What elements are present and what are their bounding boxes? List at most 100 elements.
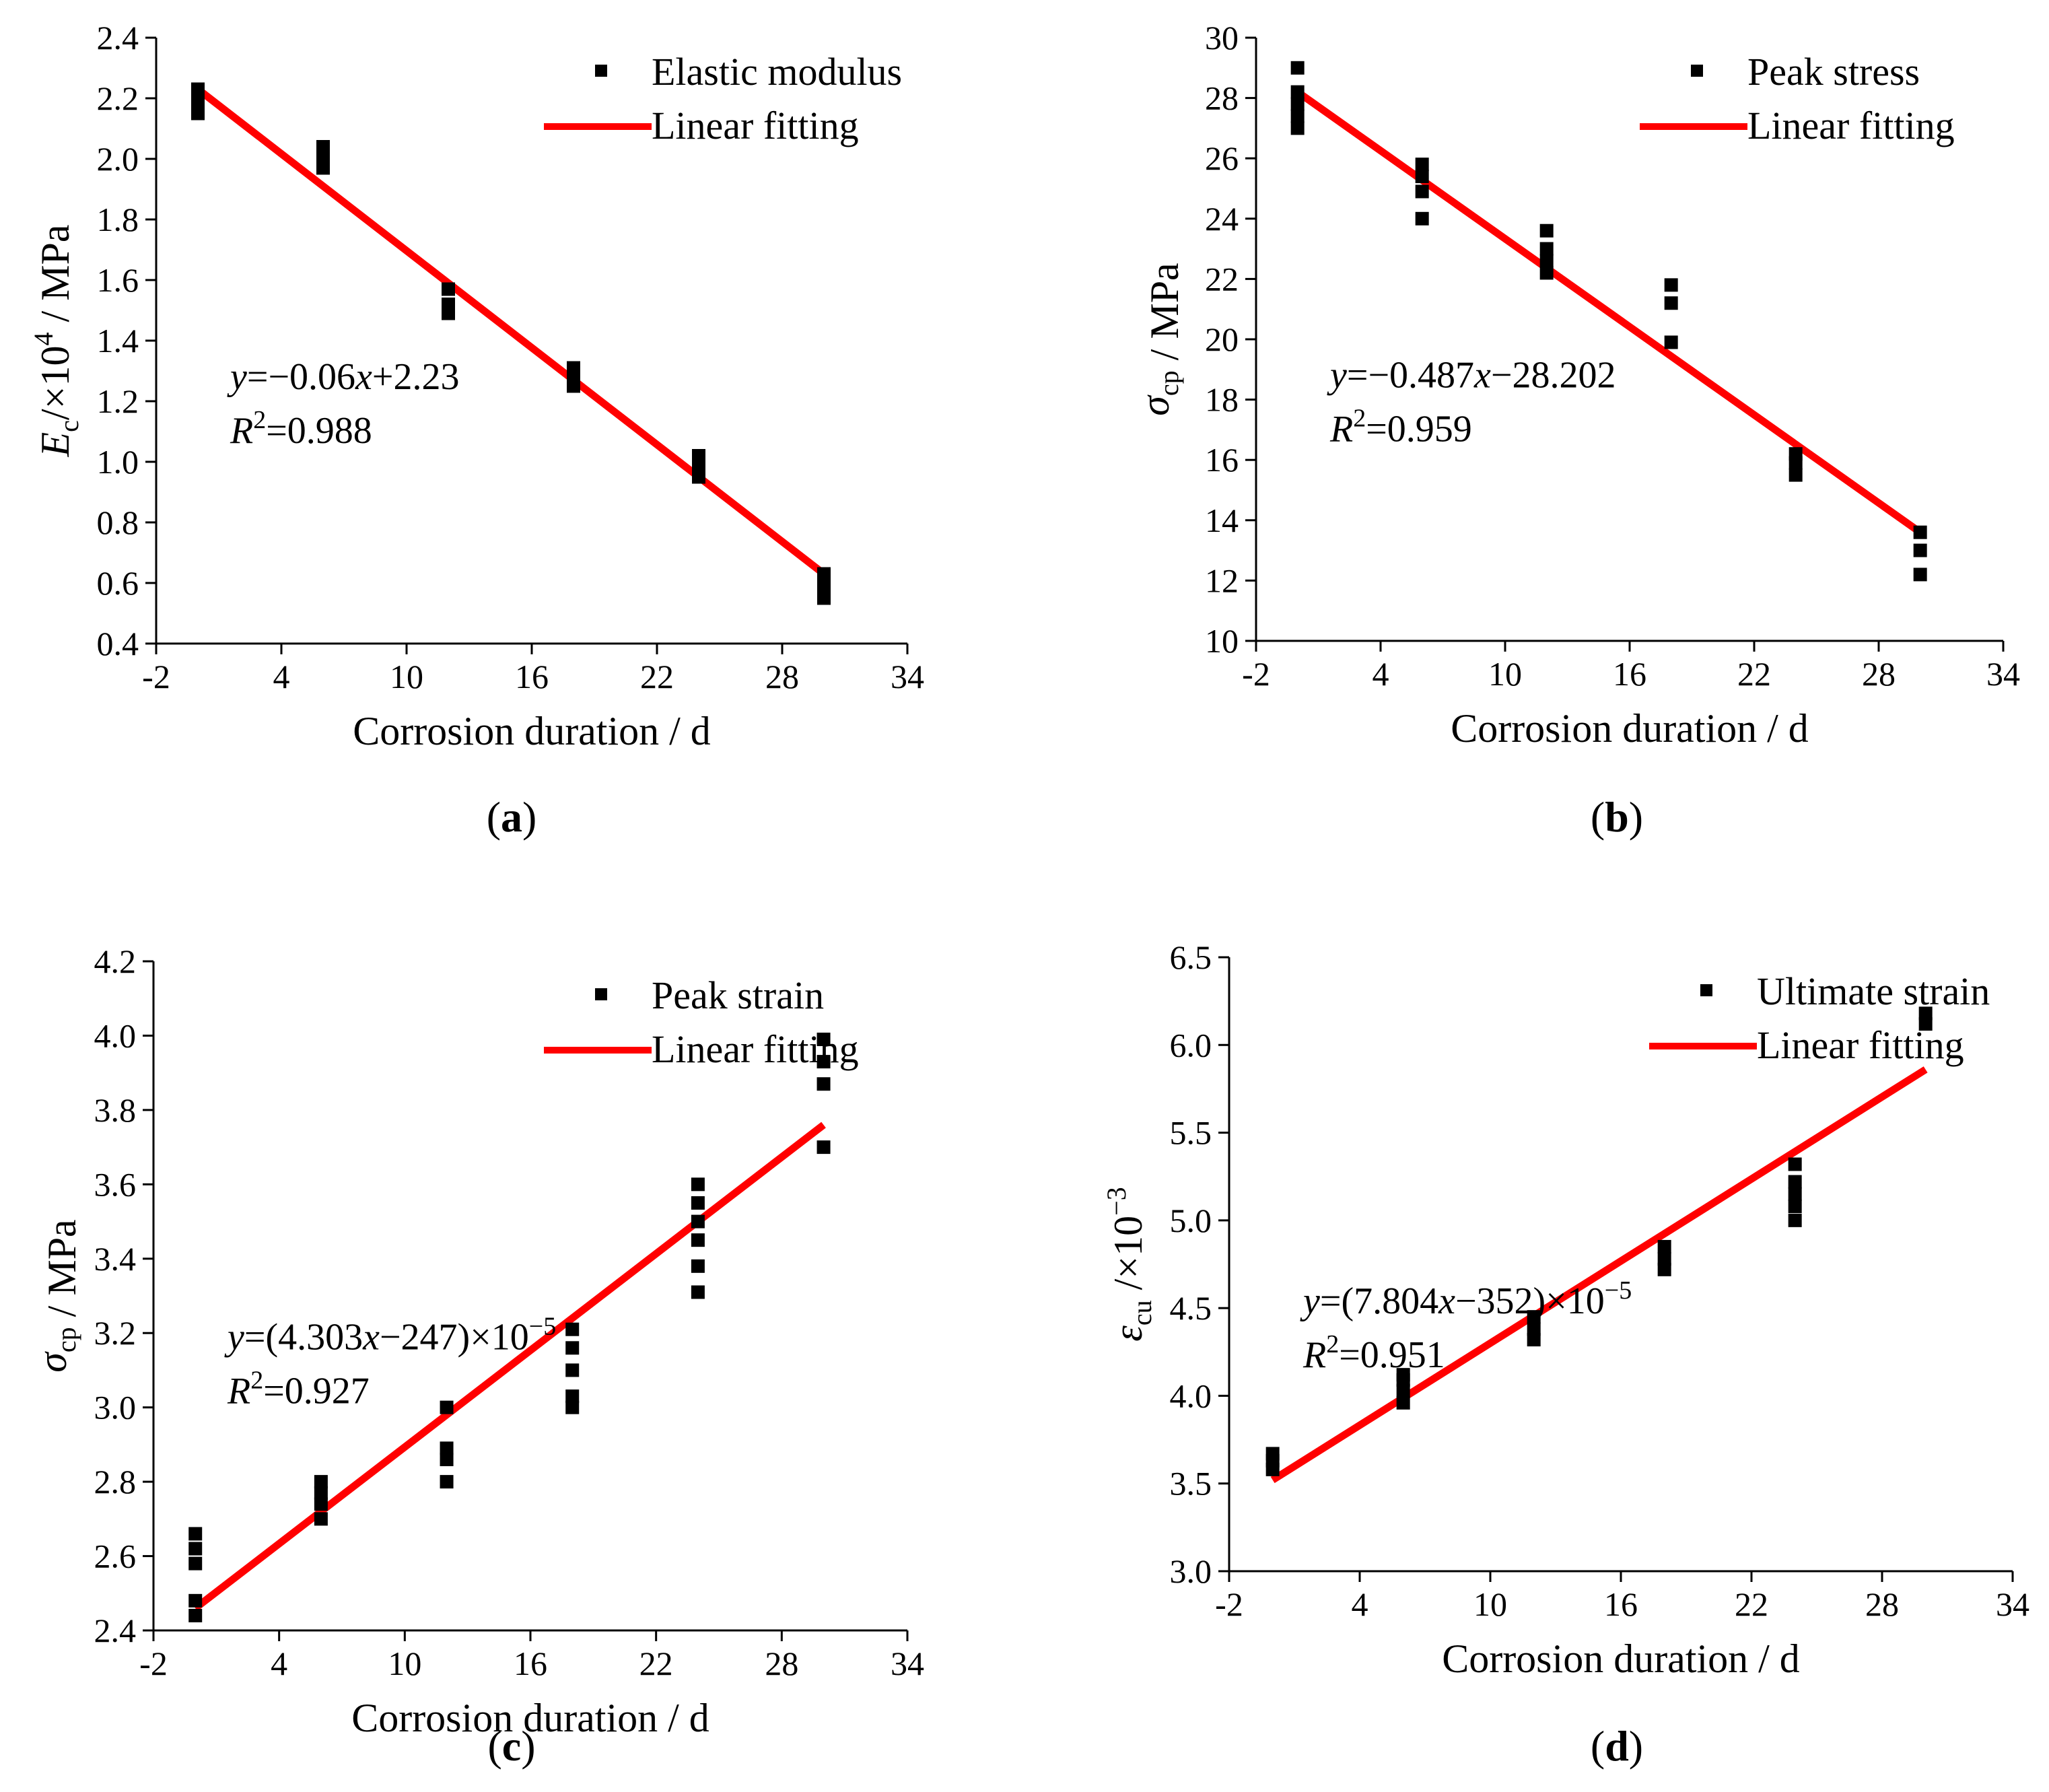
y-tick-label: 1.8 (97, 201, 139, 238)
x-tick-label: 10 (388, 1645, 421, 1682)
data-point (316, 152, 330, 166)
y-tick-label: 0.4 (97, 625, 139, 662)
y-tick-label: 1.0 (97, 443, 139, 481)
data-point (191, 82, 205, 96)
fit-line (1295, 89, 1922, 536)
r-squared: R2=0.927 (227, 1367, 370, 1412)
x-tick-label: 28 (765, 658, 799, 695)
y-tick-label: 22 (1205, 260, 1239, 298)
data-point (691, 1233, 705, 1247)
data-point (1918, 1006, 1933, 1021)
r-squared: R2=0.988 (230, 406, 372, 452)
data-point (567, 361, 580, 375)
r-squared: R2=0.959 (1329, 405, 1472, 450)
legend-marker-symbol (1700, 984, 1712, 996)
data-point (1527, 1310, 1541, 1324)
data-point (691, 1285, 705, 1299)
y-axis-label: εcu /×10−3 (1101, 1187, 1157, 1342)
data-point (1396, 1383, 1410, 1398)
legend-label-line: Linear fitting (652, 104, 859, 147)
x-tick-label: 16 (1604, 1585, 1638, 1623)
data-point (442, 298, 455, 311)
x-tick-label: 28 (1865, 1585, 1899, 1623)
y-tick-label: 4.2 (94, 942, 137, 980)
data-point (817, 1032, 831, 1046)
x-tick-label: 16 (515, 658, 549, 695)
y-tick-label: 3.6 (94, 1165, 137, 1203)
data-point (1788, 1157, 1802, 1171)
x-axis-label: Corrosion duration / d (351, 1696, 709, 1740)
data-point (692, 449, 705, 462)
data-point (565, 1389, 580, 1404)
y-axis-label: σcp / MPa (1133, 263, 1187, 415)
data-point (1290, 121, 1305, 135)
x-tick-label: 4 (1373, 655, 1389, 693)
x-tick-label: 22 (1737, 655, 1771, 693)
y-tick-label: 3.8 (94, 1091, 137, 1129)
data-point (1918, 1017, 1933, 1031)
data-point (1396, 1368, 1410, 1382)
x-tick-label: -2 (142, 658, 170, 695)
y-tick-label: 2.6 (94, 1538, 137, 1575)
data-point (316, 140, 330, 153)
x-tick-label: 34 (1996, 1585, 2029, 1623)
data-point (440, 1441, 454, 1455)
data-point (1415, 184, 1429, 199)
data-point (1657, 1262, 1671, 1276)
data-point (188, 1608, 203, 1622)
fit-equation: y=−0.487x−28.202 (1327, 355, 1616, 397)
chart-panel-b: -2 4 10 16 22 28 34 10 12 14 16 18 20 22 24 26 28 30 Corro… (1133, 19, 2020, 841)
panel-label: (a) (487, 793, 537, 841)
y-tick-label: 1.6 (97, 261, 139, 299)
data-point (1664, 335, 1678, 349)
data-point (1396, 1395, 1410, 1410)
data-point (1788, 1187, 1802, 1201)
data-point (691, 1214, 705, 1229)
y-tick-label: 10 (1205, 622, 1239, 660)
y-tick-label: 4.5 (1170, 1289, 1212, 1327)
y-tick-label: 6.0 (1170, 1026, 1212, 1064)
data-point (442, 282, 455, 296)
data-point (1913, 567, 1927, 582)
data-point (188, 1527, 203, 1541)
y-tick-label: 18 (1205, 381, 1239, 419)
x-tick-label: 22 (640, 658, 674, 695)
x-tick-label: 28 (765, 1645, 798, 1682)
y-tick-label: 3.5 (1170, 1465, 1212, 1503)
data-point (1788, 447, 1803, 461)
y-tick-label: 2.0 (97, 140, 139, 178)
data-point (691, 1259, 705, 1273)
data-point (314, 1512, 328, 1526)
y-axis-label: Ec/×104 / MPa (28, 225, 84, 458)
x-tick-label: 4 (271, 1645, 287, 1682)
x-axis-label: Corrosion duration / d (353, 709, 711, 753)
x-tick-label: 10 (390, 658, 423, 695)
x-tick-label: 34 (891, 658, 924, 695)
data-point (440, 1475, 454, 1489)
y-tick-label: 5.5 (1170, 1114, 1212, 1152)
fit-equation: y=(4.303x−247)×10−5 (224, 1313, 556, 1358)
x-tick-label: 4 (1352, 1585, 1368, 1623)
x-tick-label: 34 (891, 1645, 924, 1682)
y-tick-label: 28 (1205, 79, 1239, 117)
legend-marker-symbol (595, 988, 607, 1000)
x-tick-label: 22 (639, 1645, 673, 1682)
x-tick-label: 10 (1488, 655, 1522, 693)
data-point (188, 1556, 203, 1571)
r-squared: R2=0.951 (1303, 1330, 1445, 1376)
data-point (691, 1196, 705, 1210)
data-point (691, 1177, 705, 1192)
x-tick-label: 28 (1862, 655, 1896, 693)
data-point (1657, 1252, 1671, 1266)
data-point (1527, 1322, 1541, 1336)
x-axis-label: Corrosion duration / d (1451, 706, 1809, 751)
data-point (1539, 242, 1554, 256)
y-tick-label: 2.4 (97, 19, 139, 57)
data-point (565, 1322, 580, 1336)
data-point (1539, 223, 1554, 238)
data-point (1290, 61, 1305, 75)
data-point (1788, 1175, 1802, 1189)
data-point (1788, 468, 1803, 482)
data-point (565, 1400, 580, 1414)
